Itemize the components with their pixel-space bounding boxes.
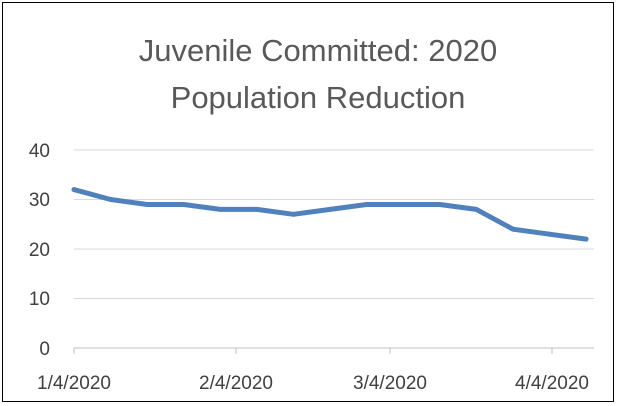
chart-title-line-2: Population Reduction (171, 80, 466, 115)
chart-frame (2, 2, 614, 402)
data-point-11 (437, 202, 443, 207)
data-point-2 (108, 197, 113, 202)
x-axis-tick-labels: 1/4/2020 2/4/2020 3/4/2020 4/4/2020 (37, 373, 589, 394)
data-point-14 (547, 231, 552, 237)
chart-title-line-1: Juvenile Committed: 2020 (139, 33, 497, 68)
y-axis-tick-labels: 0 10 20 30 40 (29, 141, 50, 360)
y-tick-label-20: 20 (29, 240, 50, 261)
data-point-4 (181, 202, 187, 207)
data-point-8 (327, 207, 333, 212)
chart-title: Juvenile Committed: 2020 Population Redu… (139, 33, 497, 115)
y-tick-label-30: 30 (29, 190, 50, 211)
data-point-1 (71, 187, 77, 193)
x-tick-label-4: 4/4/2020 (515, 373, 589, 394)
x-tick-label-1: 1/4/2020 (37, 373, 111, 394)
x-axis (73, 347, 594, 354)
data-point-6 (254, 207, 260, 212)
series-line-1 (71, 187, 589, 242)
x-tick-label-2: 2/4/2020 (199, 373, 273, 394)
gridlines (74, 149, 594, 299)
y-tick-label-10: 10 (29, 289, 50, 310)
data-point-9 (364, 202, 369, 207)
x-tick-label-3: 3/4/2020 (353, 373, 427, 394)
data-point-3 (144, 202, 150, 207)
series-layer (71, 187, 589, 242)
data-point-5 (217, 207, 223, 212)
data-point-15 (583, 236, 589, 242)
data-point-12 (474, 207, 479, 212)
y-tick-label-40: 40 (29, 141, 50, 162)
data-point-10 (400, 202, 406, 207)
y-tick-label-0: 0 (39, 339, 50, 360)
data-point-7 (291, 211, 296, 217)
data-point-13 (510, 226, 516, 232)
